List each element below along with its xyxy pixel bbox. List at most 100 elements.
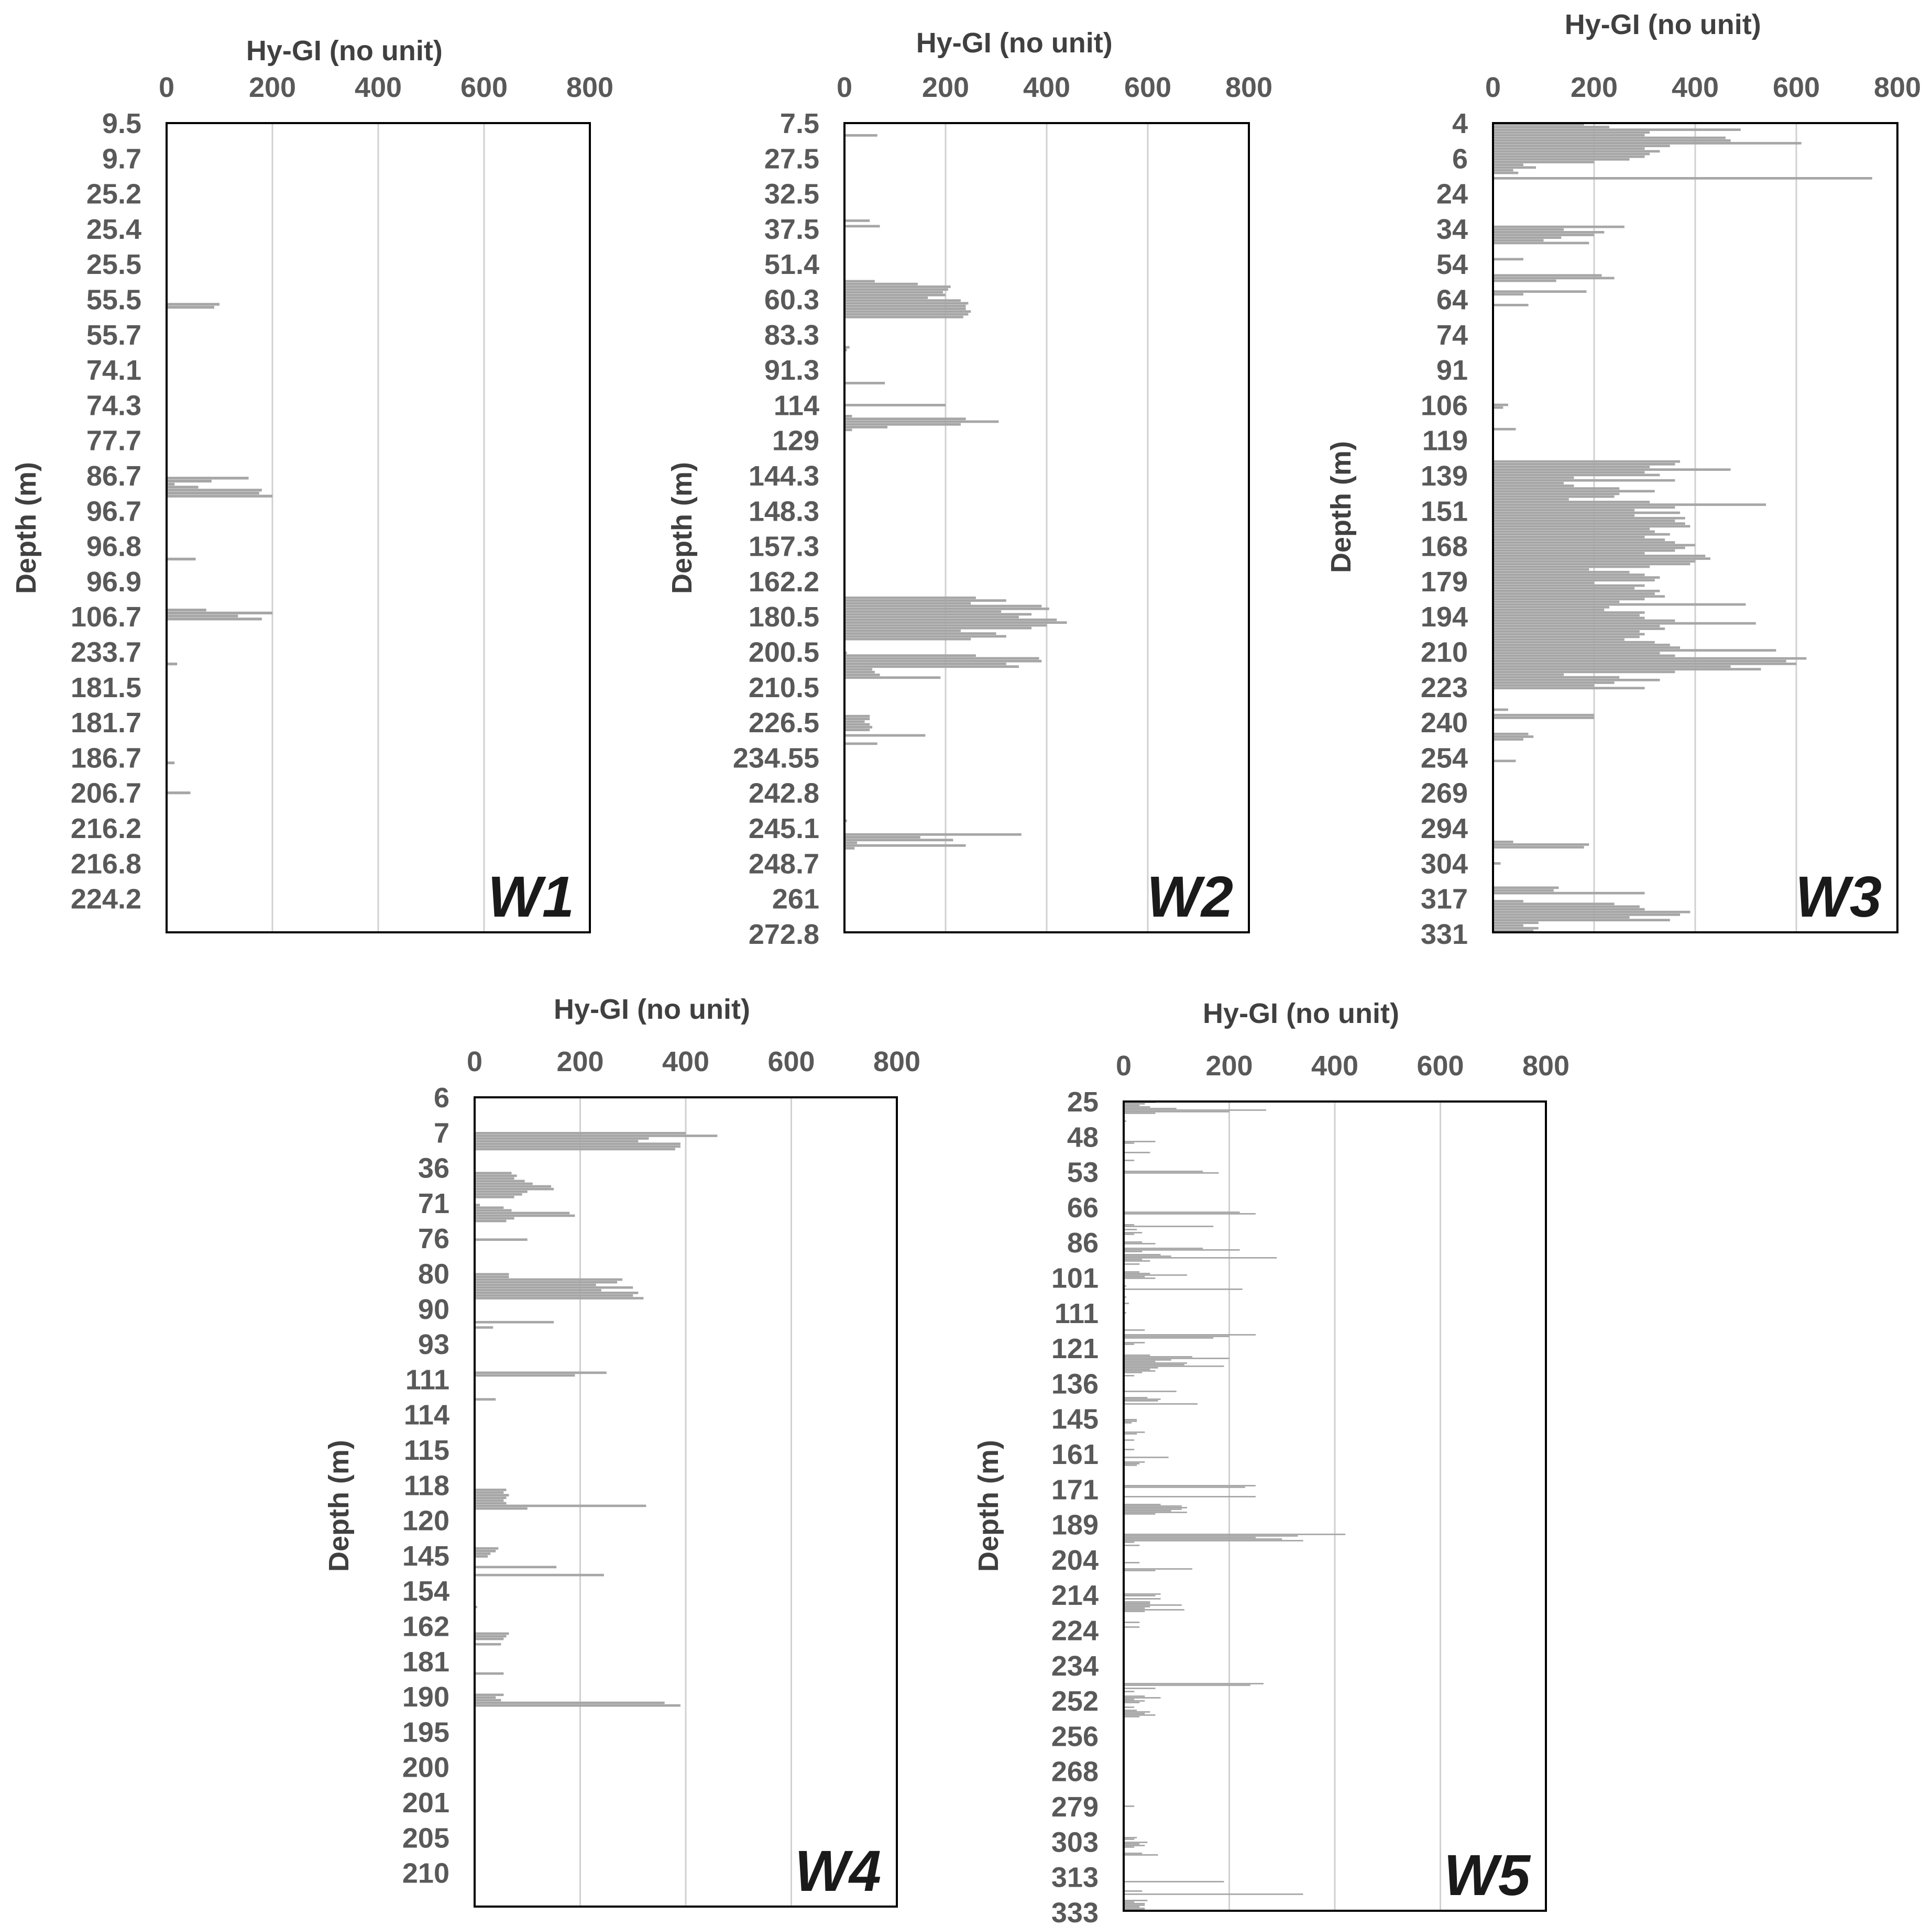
w2-y-tick-label: 83.3 [764,320,819,351]
w2-y-tick-label: 129 [772,425,819,457]
w3-y-tick-label: 254 [1421,742,1468,774]
w5-bar [1124,1853,1143,1854]
w3-bar [1494,921,1539,924]
w4-y-tick-label: 195 [402,1716,449,1748]
w1-bar [167,663,178,666]
w4-bar [475,1275,509,1279]
w3-bar [1494,846,1584,849]
w3-x-tick-label: 600 [1773,72,1820,103]
w5-bar [1124,1271,1140,1273]
w1-y-tick-label: 25.4 [86,214,141,245]
w4-y-tick-label: 90 [418,1294,449,1325]
w2-bar [845,615,1019,619]
w5-bar [1124,1108,1177,1109]
w3-bar [1494,471,1645,474]
w5-bar [1124,1854,1158,1856]
w1-bar [167,761,175,765]
w4-bar [475,1696,496,1699]
w5-bar [1124,1274,1187,1276]
w5-bar [1124,1276,1145,1278]
w3-bar [1494,622,1756,625]
w5-bar [1124,1369,1150,1370]
w2-y-tick-label: 245.1 [749,813,819,844]
w3-bar [1494,557,1710,560]
w3-bar [1494,665,1731,668]
w5-bar [1124,1593,1161,1595]
w5-y-tick-label: 145 [1051,1404,1099,1435]
w4-bar [475,1172,512,1174]
w3-bar [1494,592,1655,595]
w5-bar [1124,1263,1140,1265]
w2-bar [845,225,880,228]
w5-bar [1124,1691,1135,1692]
panel-w1: 0 200 400 600 800 9.5 9.7 25.2 25.4 25.5 55.5 55.7… [10,35,613,933]
w3-bar [1494,652,1660,655]
w3-bar [1494,522,1685,525]
w5-bar [1124,1285,1127,1287]
w3-bar [1494,468,1731,471]
w5-bar [1124,1486,1245,1488]
w2-y-tick-label: 91.3 [764,355,819,386]
w2-bar [845,381,885,384]
w5-bar [1124,1537,1256,1538]
w4-y-tick-label: 181 [402,1646,449,1678]
w1-y-tick-label: 74.3 [86,390,141,421]
w2-y-tick-label: 234.55 [733,742,819,774]
w2-y-tick-label: 7.5 [780,108,819,139]
w5-bar [1124,1370,1156,1372]
w4-y-tick-label: 200 [402,1752,449,1783]
w3-bar [1494,654,1675,657]
w2-bar [845,654,976,657]
w3-bar [1494,581,1594,585]
w3-bar [1494,131,1650,134]
w2-bar [845,657,1039,660]
w3-bar [1494,659,1786,663]
w3-bar [1494,544,1695,547]
w5-bar [1124,1711,1150,1713]
w5-bar [1124,1716,1140,1717]
w3-bar [1494,274,1602,277]
w5-bar [1124,1512,1187,1513]
w3-bar [1494,530,1655,533]
w1-x-tick-label: 0 [159,72,174,103]
w3-bar [1494,732,1529,735]
w2-bar [845,663,1006,665]
w5-bar [1124,1464,1137,1466]
w3-bar [1494,535,1645,538]
w2-bar [845,299,961,302]
w3-bar [1494,147,1645,150]
w1-x-tick-label: 600 [460,72,508,103]
w5-bar [1124,1433,1137,1435]
w3-bar [1494,161,1594,163]
w4-bar [475,1371,607,1374]
w5-y-tick-label: 204 [1051,1545,1099,1576]
w5-bar [1124,1570,1156,1571]
w1-y-tick-label: 233.7 [71,637,141,668]
w3-y-tick-label: 119 [1422,425,1468,457]
w5-bar [1124,1171,1203,1172]
w1-well-label: W1 [488,865,574,929]
w5-bar [1124,1463,1140,1464]
w1-y-tick-label: 77.7 [86,425,141,457]
w5-bar [1124,1243,1156,1245]
w5-y-tick-label: 313 [1051,1862,1099,1893]
w3-bar [1494,611,1645,614]
w1-x-tick-label: 400 [355,72,402,103]
w4-bar [475,1135,718,1137]
w3-bar [1494,919,1670,921]
w5-y-tick-label: 48 [1067,1121,1099,1153]
w3-bar [1494,563,1690,566]
w3-bar [1494,546,1685,549]
w5-bar [1124,1496,1256,1497]
w3-bar [1494,633,1645,636]
w5-bar [1124,1697,1161,1699]
w5-bar [1124,1601,1150,1603]
w3-bar [1494,924,1523,927]
w5-plot-frame [1123,1100,1547,1912]
w5-bar [1124,1251,1143,1252]
w2-y-axis-title: Depth (m) [666,462,698,594]
w4-y-tick-label: 154 [402,1576,449,1607]
w5-bar [1124,1541,1135,1543]
w3-bar [1494,150,1660,153]
